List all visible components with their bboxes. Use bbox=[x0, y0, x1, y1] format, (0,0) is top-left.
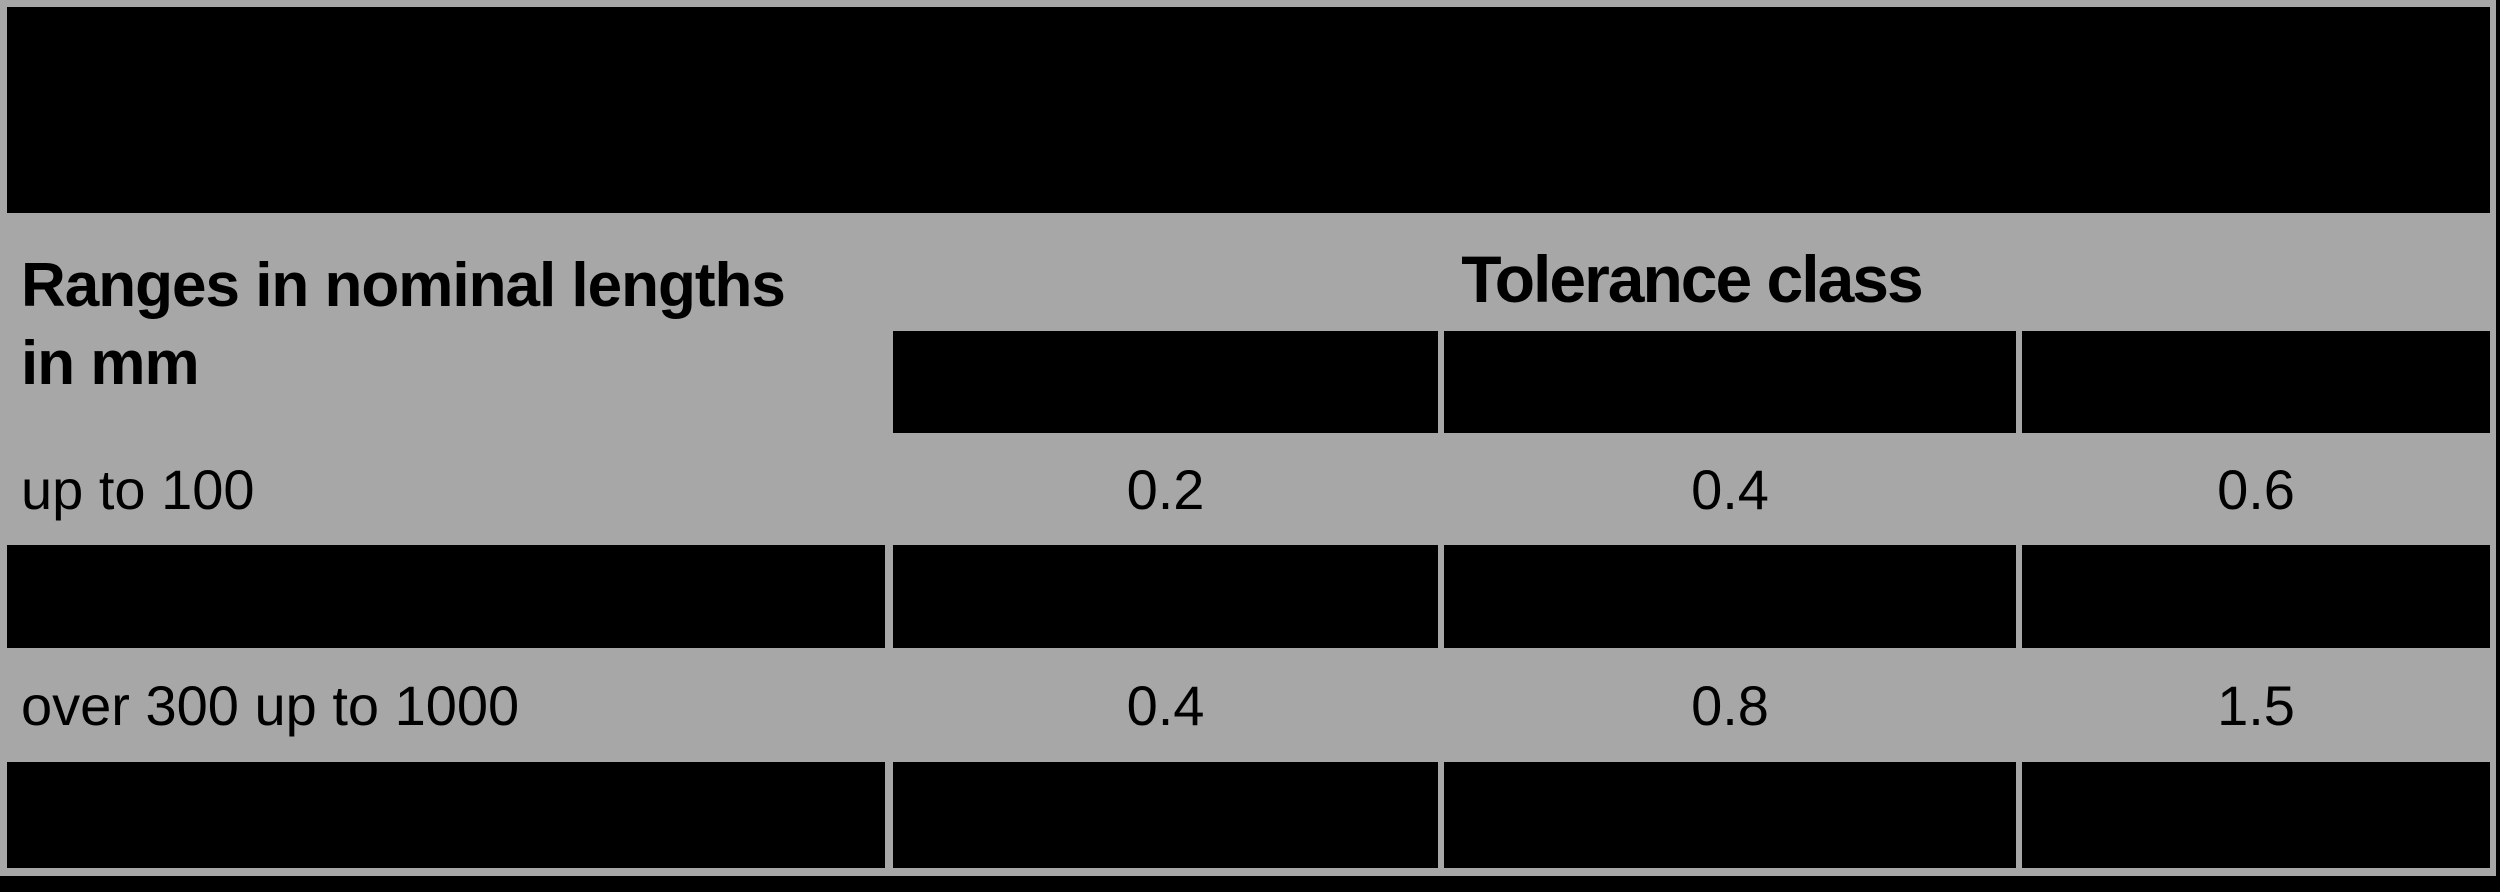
redacted-class-header-2 bbox=[1444, 331, 2016, 433]
row-header-title: Ranges in nominal lengths in mm bbox=[21, 247, 786, 403]
redacted-row-cell bbox=[893, 545, 1438, 648]
bottom-border-bar bbox=[0, 876, 2500, 892]
table-cell: 0.4 bbox=[1126, 673, 1205, 737]
row-label: over 300 up to 1000 bbox=[21, 673, 520, 737]
redacted-row-cell bbox=[893, 762, 1438, 868]
row-label: up to 100 bbox=[21, 457, 255, 521]
right-edge-line bbox=[2496, 0, 2500, 892]
redacted-row-cell bbox=[7, 762, 885, 868]
redacted-title-block bbox=[7, 7, 2490, 213]
row-header-line1: Ranges in nominal lengths bbox=[21, 251, 786, 320]
redacted-row-cell bbox=[1444, 545, 2016, 648]
column-group-header: Tolerance class bbox=[1461, 241, 1923, 316]
redacted-row-cell bbox=[2022, 762, 2490, 868]
table-cell: 0.6 bbox=[2217, 457, 2295, 521]
redacted-class-header-1 bbox=[893, 331, 1438, 433]
table-cell: 0.4 bbox=[1691, 457, 1769, 521]
redacted-class-header-3 bbox=[2022, 331, 2490, 433]
redacted-row-cell bbox=[1444, 762, 2016, 868]
table-cell: 0.8 bbox=[1691, 673, 1769, 737]
redacted-row-cell bbox=[7, 545, 885, 648]
redacted-row-cell bbox=[2022, 545, 2490, 648]
table-cell: 1.5 bbox=[2217, 673, 2295, 737]
row-header-line2: in mm bbox=[21, 329, 200, 398]
table-cell: 0.2 bbox=[1126, 457, 1205, 521]
